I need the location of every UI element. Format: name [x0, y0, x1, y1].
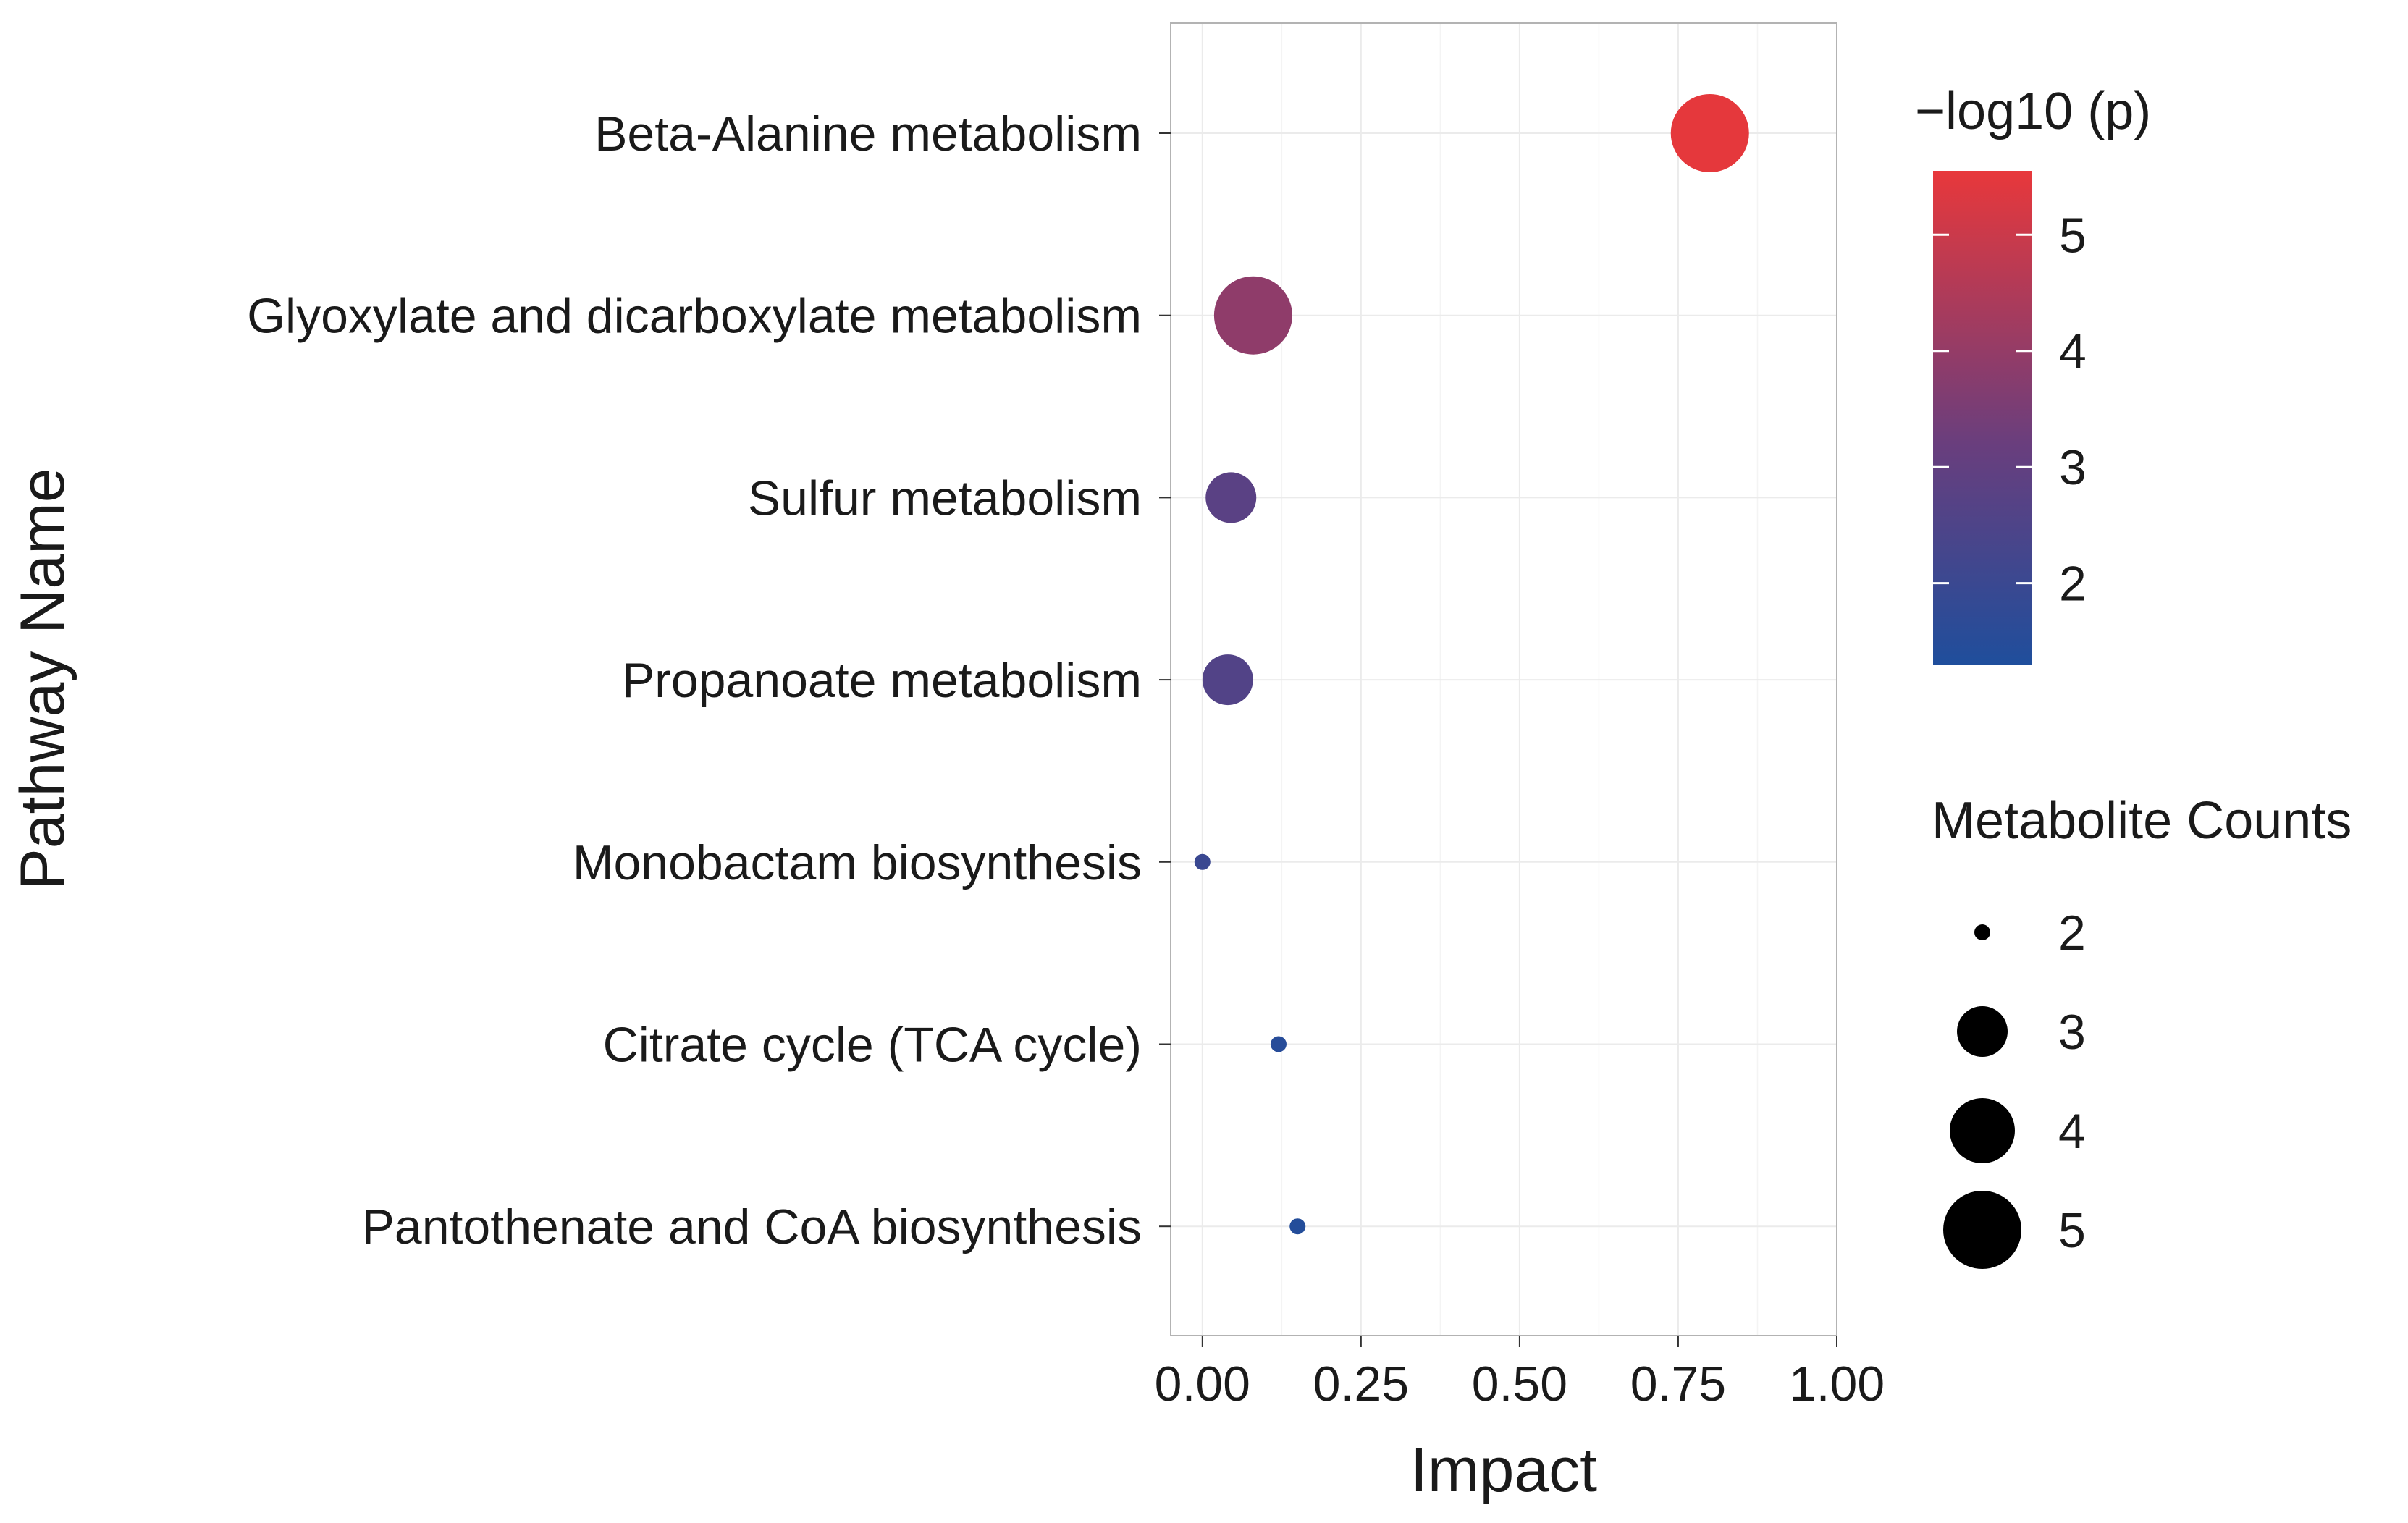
- size-legend-label: 3: [2058, 1005, 2086, 1060]
- data-points: [1194, 94, 1749, 1235]
- color-bar-tick-label: 2: [2059, 557, 2087, 612]
- size-legend: Metabolite Counts 2 3 4 5: [1932, 792, 2352, 1269]
- size-legend-key: [1950, 1098, 2015, 1163]
- color-legend: −log10 (p) 2 3 4 5: [1915, 83, 2151, 665]
- size-legend-label: 4: [2058, 1104, 2086, 1159]
- data-point: [1194, 853, 1211, 870]
- color-legend-title: −log10 (p): [1915, 83, 2151, 140]
- size-legend-label: 5: [2058, 1203, 2086, 1258]
- color-bar-tick-label: 5: [2059, 208, 2087, 263]
- size-legend-key: [1943, 1191, 2021, 1269]
- y-tick-label: Sulfur metabolism: [748, 471, 1142, 526]
- x-axis: 0.00 0.25 0.50 0.75 1.00: [1155, 1336, 1885, 1412]
- y-tick-label: Citrate cycle (TCA cycle): [603, 1018, 1142, 1073]
- data-point: [1205, 472, 1257, 523]
- y-tick-label: Glyoxylate and dicarboxylate metabolism: [247, 289, 1142, 344]
- size-legend-title: Metabolite Counts: [1932, 792, 2352, 850]
- y-axis: Beta-Alanine metabolism Glyoxylate and di…: [247, 106, 1171, 1254]
- data-point: [1270, 1036, 1287, 1052]
- color-bar-tick-label: 4: [2059, 324, 2087, 379]
- size-legend-key: [1957, 1006, 2008, 1057]
- data-point: [1289, 1218, 1306, 1235]
- y-tick-label: Propanoate metabolism: [622, 653, 1142, 708]
- x-tick-label: 0.75: [1630, 1357, 1726, 1412]
- x-axis-title: Impact: [1410, 1435, 1597, 1505]
- y-tick-label: Monobactam biosynthesis: [573, 835, 1142, 890]
- y-tick-label: Beta-Alanine metabolism: [594, 106, 1142, 161]
- data-point: [1670, 94, 1749, 172]
- y-tick-label: Pantothenate and CoA biosynthesis: [362, 1199, 1142, 1254]
- x-tick-label: 0.50: [1472, 1357, 1567, 1412]
- size-legend-key: [1974, 924, 1990, 940]
- x-tick-label: 0.00: [1155, 1357, 1250, 1412]
- data-point: [1213, 276, 1292, 355]
- color-bar-ticks: 2 3 4 5: [1933, 208, 2087, 612]
- color-bar-tick-label: 3: [2059, 440, 2087, 495]
- size-legend-label: 2: [2058, 906, 2086, 961]
- x-tick-label: 1.00: [1789, 1357, 1885, 1412]
- size-legend-items: 2 3 4 5: [1943, 906, 2086, 1269]
- y-axis-title: Pathway Name: [8, 468, 77, 890]
- grid: [1171, 23, 1837, 1336]
- data-point: [1202, 654, 1253, 706]
- color-bar: [1933, 171, 2032, 665]
- x-tick-label: 0.25: [1313, 1357, 1409, 1412]
